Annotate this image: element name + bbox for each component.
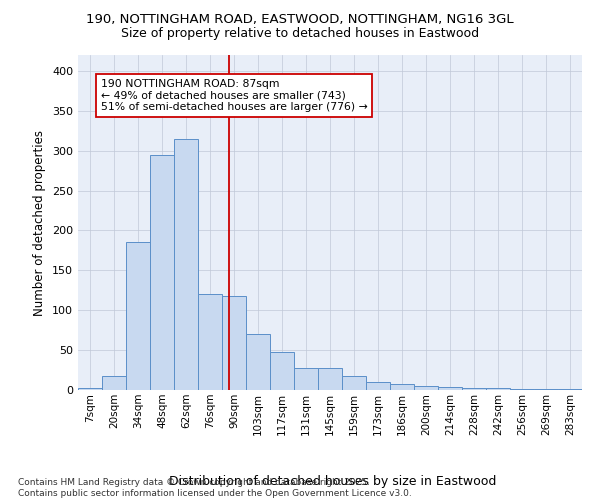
Bar (102, 376, 126, 390)
Bar (438, 387, 462, 390)
Bar (126, 242, 150, 390)
Bar (366, 382, 390, 390)
Text: Contains HM Land Registry data © Crown copyright and database right 2025.
Contai: Contains HM Land Registry data © Crown c… (18, 478, 412, 498)
Bar (534, 389, 558, 390)
Bar (78, 388, 102, 390)
Bar (222, 296, 246, 390)
Bar (270, 352, 294, 390)
Bar (462, 388, 486, 390)
Bar (318, 368, 342, 390)
Bar (294, 368, 318, 390)
Bar (342, 376, 366, 390)
Bar (486, 388, 510, 390)
Text: Size of property relative to detached houses in Eastwood: Size of property relative to detached ho… (121, 28, 479, 40)
Text: Distribution of detached houses by size in Eastwood: Distribution of detached houses by size … (169, 474, 497, 488)
Bar (198, 294, 222, 390)
Bar (246, 334, 270, 390)
Y-axis label: Number of detached properties: Number of detached properties (34, 130, 46, 316)
Bar (174, 138, 198, 390)
Bar (510, 389, 534, 390)
Bar (558, 389, 582, 390)
Bar (150, 154, 174, 390)
Bar (390, 384, 414, 390)
Bar (414, 386, 438, 390)
Text: 190 NOTTINGHAM ROAD: 87sqm
← 49% of detached houses are smaller (743)
51% of sem: 190 NOTTINGHAM ROAD: 87sqm ← 49% of deta… (101, 79, 368, 112)
Text: 190, NOTTINGHAM ROAD, EASTWOOD, NOTTINGHAM, NG16 3GL: 190, NOTTINGHAM ROAD, EASTWOOD, NOTTINGH… (86, 12, 514, 26)
